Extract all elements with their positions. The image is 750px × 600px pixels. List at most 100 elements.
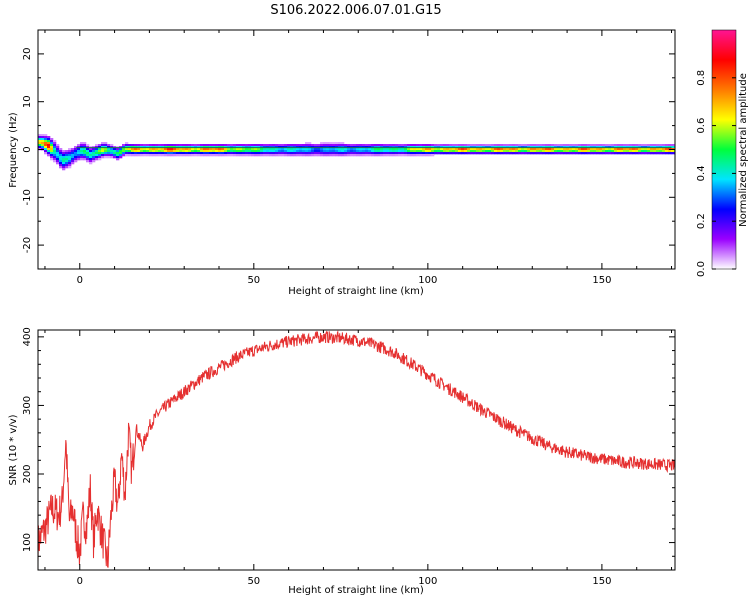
- spectrogram-cell: [260, 150, 264, 153]
- spectrogram-cell: [587, 150, 591, 153]
- spectrogram-cell: [161, 152, 165, 155]
- spectrogram-cell: [356, 152, 360, 155]
- spectrogram-cell: [509, 148, 513, 151]
- spectrogram-cell: [176, 154, 180, 157]
- spectrogram-cell: [416, 154, 420, 157]
- spectrogram-cell: [416, 148, 420, 151]
- spectrogram-cell: [86, 158, 90, 161]
- spectrogram-cell: [218, 144, 222, 147]
- spectrogram-cell: [221, 144, 225, 147]
- spectrogram-cell: [194, 148, 198, 151]
- spectrogram-cell: [374, 148, 378, 151]
- spectrogram-cell: [125, 152, 129, 155]
- spectrogram-cell: [164, 148, 168, 151]
- spectrogram-cell: [200, 148, 204, 151]
- spectrogram-cell: [593, 148, 597, 151]
- spectrogram-cell: [575, 152, 579, 155]
- spectrogram-cell: [668, 152, 672, 155]
- spectrogram-cell: [248, 150, 252, 153]
- spectrogram-cell: [74, 158, 78, 161]
- spectrogram-cell: [254, 148, 258, 151]
- spectrogram-cell: [209, 148, 213, 151]
- spectrogram-cell: [50, 150, 54, 153]
- spectrogram-cell: [452, 144, 456, 147]
- spectrogram-cell: [410, 154, 414, 157]
- spectrogram-cell: [500, 144, 504, 147]
- spectrogram-cell: [644, 152, 648, 155]
- spectrogram-cell: [491, 152, 495, 155]
- spectrogram-cell: [167, 152, 171, 155]
- spectrogram-cell: [401, 148, 405, 151]
- snr-x-tick-label: 100: [418, 576, 437, 587]
- spectrogram-cell: [68, 158, 72, 161]
- spectrogram-cell: [266, 154, 270, 157]
- spectrogram-cell: [197, 148, 201, 151]
- spectrogram-cell: [302, 148, 306, 151]
- spectrogram-cell: [512, 148, 516, 151]
- spectrogram-cell: [416, 150, 420, 153]
- spectrogram-cell: [407, 154, 411, 157]
- spectrogram-cell: [563, 148, 567, 151]
- spectrogram-cell: [101, 150, 105, 153]
- spectrogram-cell: [98, 144, 102, 147]
- spectrogram-cell: [56, 162, 60, 165]
- spectrogram-cell: [308, 148, 312, 151]
- spectrogram-cell: [158, 152, 162, 155]
- spectrogram-cell: [56, 148, 60, 151]
- spectrogram-cell: [194, 154, 198, 157]
- spectrogram-cell: [161, 148, 165, 151]
- spectrogram-cell: [47, 148, 51, 151]
- spectrogram-cell: [539, 148, 543, 151]
- spectrogram-cell: [68, 162, 72, 165]
- spectrogram-cell: [635, 150, 639, 153]
- spectrogram-cell: [191, 152, 195, 155]
- spectrogram-cell: [557, 144, 561, 147]
- spectrogram-cell: [641, 148, 645, 151]
- spectrogram-cell: [374, 152, 378, 155]
- spectrogram-cell: [431, 148, 435, 151]
- spectrogram-cell: [464, 148, 468, 151]
- spectrogram-cell: [272, 150, 276, 153]
- spectrogram-cell: [395, 150, 399, 153]
- spectrogram-cell: [413, 154, 417, 157]
- spectrogram-cell: [62, 150, 66, 153]
- spectrogram-cell: [194, 152, 198, 155]
- spectrogram-cell: [311, 144, 315, 147]
- spectrogram-cell: [422, 148, 426, 151]
- spectrogram-cell: [122, 150, 126, 153]
- spectrogram-cell: [140, 144, 144, 147]
- spectrogram-cell: [539, 152, 543, 155]
- spectrogram-cell: [440, 152, 444, 155]
- spectrogram-cell: [419, 154, 423, 157]
- spectrogram-cell: [650, 152, 654, 155]
- spectrogram-cell: [350, 152, 354, 155]
- colorbar-tick-label: 0.0: [696, 261, 707, 277]
- spectrogram-cell: [254, 154, 258, 157]
- spectrogram-cell: [347, 152, 351, 155]
- spectrogram-cell: [404, 148, 408, 151]
- spectrogram-cell: [410, 150, 414, 153]
- spectrogram-cell: [311, 148, 315, 151]
- spectrogram-cell: [626, 150, 630, 153]
- spectrogram-cell: [335, 142, 339, 145]
- spectrogram-cell: [50, 156, 54, 159]
- spectrogram-cell: [338, 144, 342, 147]
- spectrogram-cell: [203, 150, 207, 153]
- spectrogram-cell: [275, 148, 279, 151]
- spectrogram-cell: [386, 154, 390, 157]
- spectrogram-cell: [470, 148, 474, 151]
- spectrogram-cell: [152, 150, 156, 153]
- spectrogram-cell: [440, 144, 444, 147]
- spectrogram-cell: [44, 146, 48, 149]
- spectrogram-cell: [326, 150, 330, 153]
- spectrogram-cell: [41, 136, 45, 139]
- spectrogram-cell: [527, 144, 531, 147]
- spectrogram-cell: [584, 148, 588, 151]
- spectrogram-cell: [221, 154, 225, 157]
- spectrogram-cell: [179, 144, 183, 147]
- spectrogram-cell: [77, 144, 81, 147]
- spectrogram-cell: [164, 152, 168, 155]
- spectrogram-cell: [620, 144, 624, 147]
- spectrogram-cell: [413, 144, 417, 147]
- spectrogram-cell: [320, 142, 324, 145]
